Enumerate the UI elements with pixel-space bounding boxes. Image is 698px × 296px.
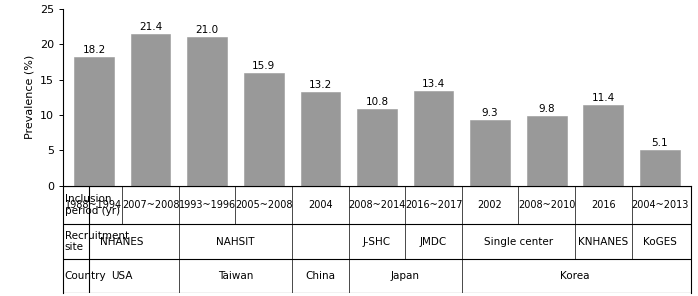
- Bar: [414, 91, 453, 186]
- Text: Inclusion
period (yr): Inclusion period (yr): [64, 194, 119, 216]
- Bar: [640, 150, 680, 186]
- Text: 1988~1994: 1988~1994: [66, 200, 123, 210]
- Text: KNHANES: KNHANES: [578, 237, 628, 247]
- Bar: [527, 116, 567, 186]
- Text: 2007~2008: 2007~2008: [121, 200, 179, 210]
- Text: 13.2: 13.2: [309, 80, 332, 90]
- Text: 2016~2017: 2016~2017: [405, 200, 462, 210]
- Bar: [470, 120, 510, 186]
- Text: Taiwan: Taiwan: [218, 271, 253, 281]
- Bar: [584, 105, 623, 186]
- Text: Single center: Single center: [484, 237, 553, 247]
- Text: 13.4: 13.4: [422, 79, 445, 89]
- Text: NHANES: NHANES: [101, 237, 144, 247]
- Text: J-SHC: J-SHC: [363, 237, 391, 247]
- Bar: [244, 73, 283, 186]
- Text: 11.4: 11.4: [592, 93, 615, 103]
- Text: NAHSIT: NAHSIT: [216, 237, 255, 247]
- Text: USA: USA: [112, 271, 133, 281]
- Text: 1993~1996: 1993~1996: [179, 200, 236, 210]
- Text: 2008~2014: 2008~2014: [348, 200, 406, 210]
- Text: JMDC: JMDC: [420, 237, 447, 247]
- Bar: [74, 57, 114, 186]
- Text: 2016: 2016: [591, 200, 616, 210]
- Bar: [357, 110, 396, 186]
- Text: 2005~2008: 2005~2008: [235, 200, 292, 210]
- Text: 9.8: 9.8: [538, 104, 555, 114]
- Bar: [301, 92, 340, 186]
- Text: 18.2: 18.2: [82, 45, 105, 55]
- Text: KoGES: KoGES: [643, 237, 677, 247]
- Text: 2008~2010: 2008~2010: [518, 200, 575, 210]
- Text: Korea: Korea: [560, 271, 590, 281]
- Text: Country: Country: [64, 271, 106, 281]
- Text: 10.8: 10.8: [365, 97, 389, 107]
- Text: Japan: Japan: [391, 271, 419, 281]
- Text: 15.9: 15.9: [252, 61, 275, 71]
- Bar: [131, 34, 170, 186]
- Text: China: China: [305, 271, 335, 281]
- Text: 2002: 2002: [477, 200, 503, 210]
- Text: 21.4: 21.4: [139, 22, 162, 32]
- Text: 9.3: 9.3: [482, 108, 498, 118]
- Text: Recruitment
site: Recruitment site: [64, 231, 128, 252]
- Text: 2004: 2004: [308, 200, 333, 210]
- Y-axis label: Prevalence (%): Prevalence (%): [24, 55, 34, 139]
- Bar: [187, 37, 227, 186]
- Text: 5.1: 5.1: [651, 138, 668, 148]
- Text: 2004~2013: 2004~2013: [631, 200, 689, 210]
- Text: 21.0: 21.0: [195, 25, 218, 35]
